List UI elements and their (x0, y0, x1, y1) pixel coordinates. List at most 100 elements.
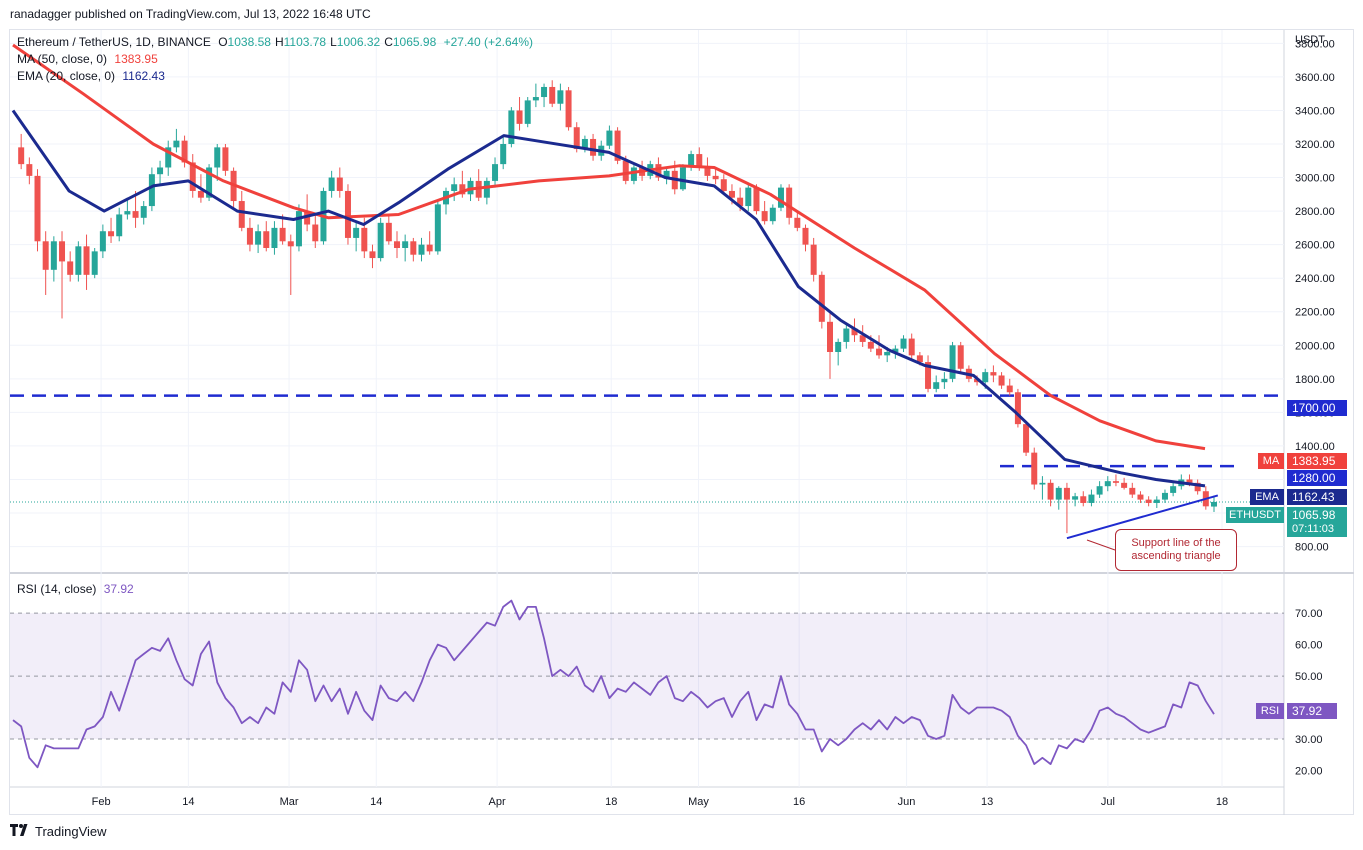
time-tick-label: 16 (793, 796, 805, 808)
ma-price-tag: 1383.95 (1287, 453, 1347, 469)
price-tick-label: 3800.00 (1295, 38, 1335, 50)
candle-body (246, 227, 253, 245)
candle-body (222, 147, 229, 171)
price-tick-label: 2800.00 (1295, 206, 1335, 218)
candle-body (859, 335, 866, 342)
ma50-path (12, 43, 1206, 451)
candle-body (1170, 486, 1177, 493)
candle-body (688, 154, 695, 168)
candle-body (761, 211, 768, 222)
price-tick-label: 2400.00 (1295, 273, 1335, 285)
candle-body (34, 175, 41, 242)
price-tick-label: 3600.00 (1295, 72, 1335, 84)
candle-body (696, 154, 703, 168)
time-tick-label: Mar (280, 796, 299, 808)
candle-body (941, 378, 948, 383)
legend-ma-value: 1383.95 (114, 52, 158, 66)
candle-body (1186, 479, 1193, 483)
candle-body (287, 241, 294, 247)
legend-rsi-row: RSI (14, close) 37.92 (17, 582, 134, 596)
candle-body (990, 372, 997, 376)
rsi-tick-label: 70.00 (1295, 608, 1323, 620)
candle-body (312, 224, 319, 242)
candle-body (393, 241, 400, 248)
candle-body (377, 222, 384, 259)
price-tag-label: ETHUSDT (1226, 507, 1284, 523)
price-tick-label: 2000.00 (1295, 340, 1335, 352)
candle-body (1039, 482, 1046, 485)
candle-body (1023, 424, 1030, 453)
candle-body (385, 222, 392, 242)
candle-body (712, 175, 719, 180)
candle-body (42, 241, 49, 270)
candle-body (835, 341, 842, 352)
candle-body (508, 110, 515, 144)
candle-body (655, 164, 662, 178)
time-tick-label: May (688, 796, 709, 808)
rsi-tick-label: 20.00 (1295, 765, 1323, 777)
ma50-line (12, 43, 1206, 451)
legend-symbol: Ethereum / TetherUS, 1D, BINANCE (17, 35, 211, 49)
candle-body (1145, 499, 1152, 503)
price-tick-label: 2200.00 (1295, 307, 1335, 319)
time-tick-label: 14 (370, 796, 382, 808)
time-tick-label: Apr (489, 796, 506, 808)
candle-body (884, 352, 891, 356)
time-tick-label: Jul (1101, 796, 1115, 808)
candle-body (108, 231, 115, 237)
candle-body (916, 355, 923, 363)
support-line (1066, 494, 1219, 551)
candle-body (434, 204, 441, 252)
candle-body (1129, 487, 1136, 495)
legend-ema-row: EMA (20, close, 0) 1162.43 (17, 69, 165, 83)
candle-body (541, 86, 548, 98)
candle-body (933, 382, 940, 389)
candle-body (1210, 501, 1217, 507)
candle-body (679, 167, 686, 190)
rsi-tick-label: 30.00 (1295, 734, 1323, 746)
candle-body (124, 211, 131, 215)
candle-body (745, 187, 752, 207)
candle-body (1153, 499, 1160, 503)
time-tick-label: 18 (1216, 796, 1228, 808)
candle-body (459, 184, 466, 195)
candle-body (1161, 492, 1168, 500)
candle-body (1096, 486, 1103, 495)
candle-body (336, 177, 343, 191)
candle-body (704, 167, 711, 176)
candle-body (737, 197, 744, 207)
level-1700-tag: 1700.00 (1287, 400, 1347, 416)
candle-body (614, 130, 621, 161)
candle-body (1055, 487, 1062, 500)
candle-body (206, 167, 213, 198)
candle-body (492, 164, 499, 181)
candle-body (295, 211, 302, 247)
price-tick-label: 800.00 (1295, 542, 1329, 554)
candle-body (581, 138, 588, 150)
candle-body (557, 90, 564, 104)
candle-body (1006, 385, 1013, 393)
candle-body (1121, 482, 1128, 488)
legend-ohlc-o: O1038.58 (218, 35, 271, 49)
candle-body (50, 241, 57, 270)
ema20-path (11, 109, 1206, 488)
candle-body (590, 138, 597, 156)
time-tick-label: Feb (92, 796, 111, 808)
candle-body (75, 246, 82, 275)
legend-ema-value: 1162.43 (122, 69, 165, 83)
candle-body (214, 147, 221, 168)
price-tick-label: 3400.00 (1295, 105, 1335, 117)
rsi-tick-label: 50.00 (1295, 671, 1323, 683)
candle-body (26, 164, 33, 176)
candle-body (786, 187, 793, 218)
rsi-value-tag: 37.92 (1287, 703, 1337, 719)
brand-name: TradingView (35, 824, 107, 839)
price-tag-value: 1065.98 (1292, 508, 1336, 522)
legend-symbol-row: Ethereum / TetherUS, 1D, BINANCE O1038.5… (17, 35, 533, 49)
support-annotation: Support line of the ascending triangle (1115, 529, 1237, 571)
publisher-credit: ranadagger published on TradingView.com,… (10, 7, 371, 21)
price-tag: 1065.98 07:11:03 (1287, 507, 1347, 537)
candle-body (451, 184, 458, 191)
candle-body (794, 217, 801, 228)
